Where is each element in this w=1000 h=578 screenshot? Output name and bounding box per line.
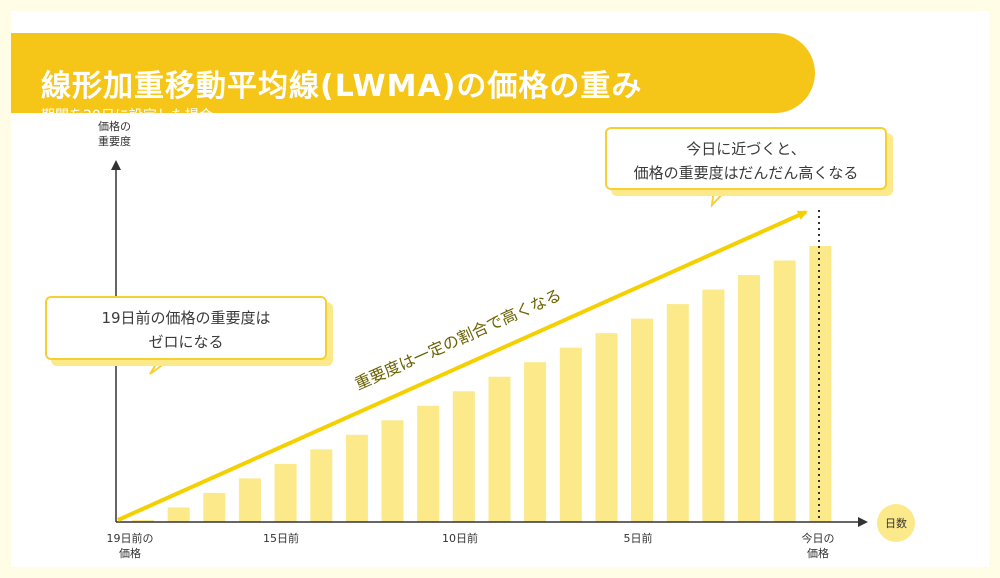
x-axis-label: 日数: [885, 517, 907, 530]
y-axis-label-line1: 価格の: [98, 119, 131, 133]
right-callout: 今日に近づくと、 価格の重要度はだんだん高くなる: [605, 127, 887, 190]
bar-19: [809, 246, 832, 522]
bar-3: [238, 478, 261, 522]
tick-start-line2: 価格: [119, 546, 141, 560]
bar-17: [738, 275, 760, 522]
bar-4: [274, 463, 297, 522]
y-axis-label-line2: 重要度: [98, 134, 131, 148]
y-axis-arrow: [111, 160, 121, 170]
trend-arrow: [117, 210, 808, 522]
tick-15: 15日前: [263, 531, 299, 545]
bar-2: [203, 492, 226, 522]
bar-9: [452, 391, 475, 522]
tick-10: 10日前: [442, 531, 478, 545]
bar-14: [631, 318, 654, 522]
left-callout-tail: [149, 357, 176, 375]
bar-16: [702, 289, 725, 522]
right-callout-tail: [710, 187, 731, 208]
page-title: 線形加重移動平均線(LWMA)の価格の重み: [41, 69, 643, 104]
x-axis-arrow: [858, 517, 868, 527]
left-callout-line2: ゼロになる: [148, 333, 224, 351]
bar-8: [417, 405, 440, 522]
tick-today-line1: 今日の: [802, 531, 835, 545]
bar-18: [773, 260, 796, 522]
bar-10: [488, 376, 511, 522]
tick-today-line2: 価格: [807, 546, 829, 560]
title-banner: 線形加重移動平均線(LWMA)の価格の重み 期間を20日に設定した場合: [11, 33, 815, 124]
page-subtitle: 期間を20日に設定した場合: [41, 108, 213, 124]
tick-start-line1: 19日前の: [107, 531, 154, 545]
bar-7: [381, 420, 404, 522]
bar-13: [595, 333, 618, 522]
bar-12: [559, 347, 582, 522]
left-callout-line1: 19日前の価格の重要度は: [101, 309, 271, 327]
right-callout-line1: 今日に近づくと、: [686, 140, 806, 158]
bars-group: [132, 246, 832, 522]
tick-5: 5日前: [624, 531, 653, 545]
bar-0: [132, 520, 154, 522]
right-callout-line2: 価格の重要度はだんだん高くなる: [633, 164, 859, 182]
bar-6: [345, 434, 368, 522]
bar-5: [310, 449, 333, 522]
left-callout: 19日前の価格の重要度は ゼロになる: [45, 296, 327, 360]
bar-15: [666, 304, 689, 522]
bar-1: [167, 507, 190, 522]
bar-11: [524, 362, 547, 522]
x-axis-label-circle: [877, 504, 915, 542]
